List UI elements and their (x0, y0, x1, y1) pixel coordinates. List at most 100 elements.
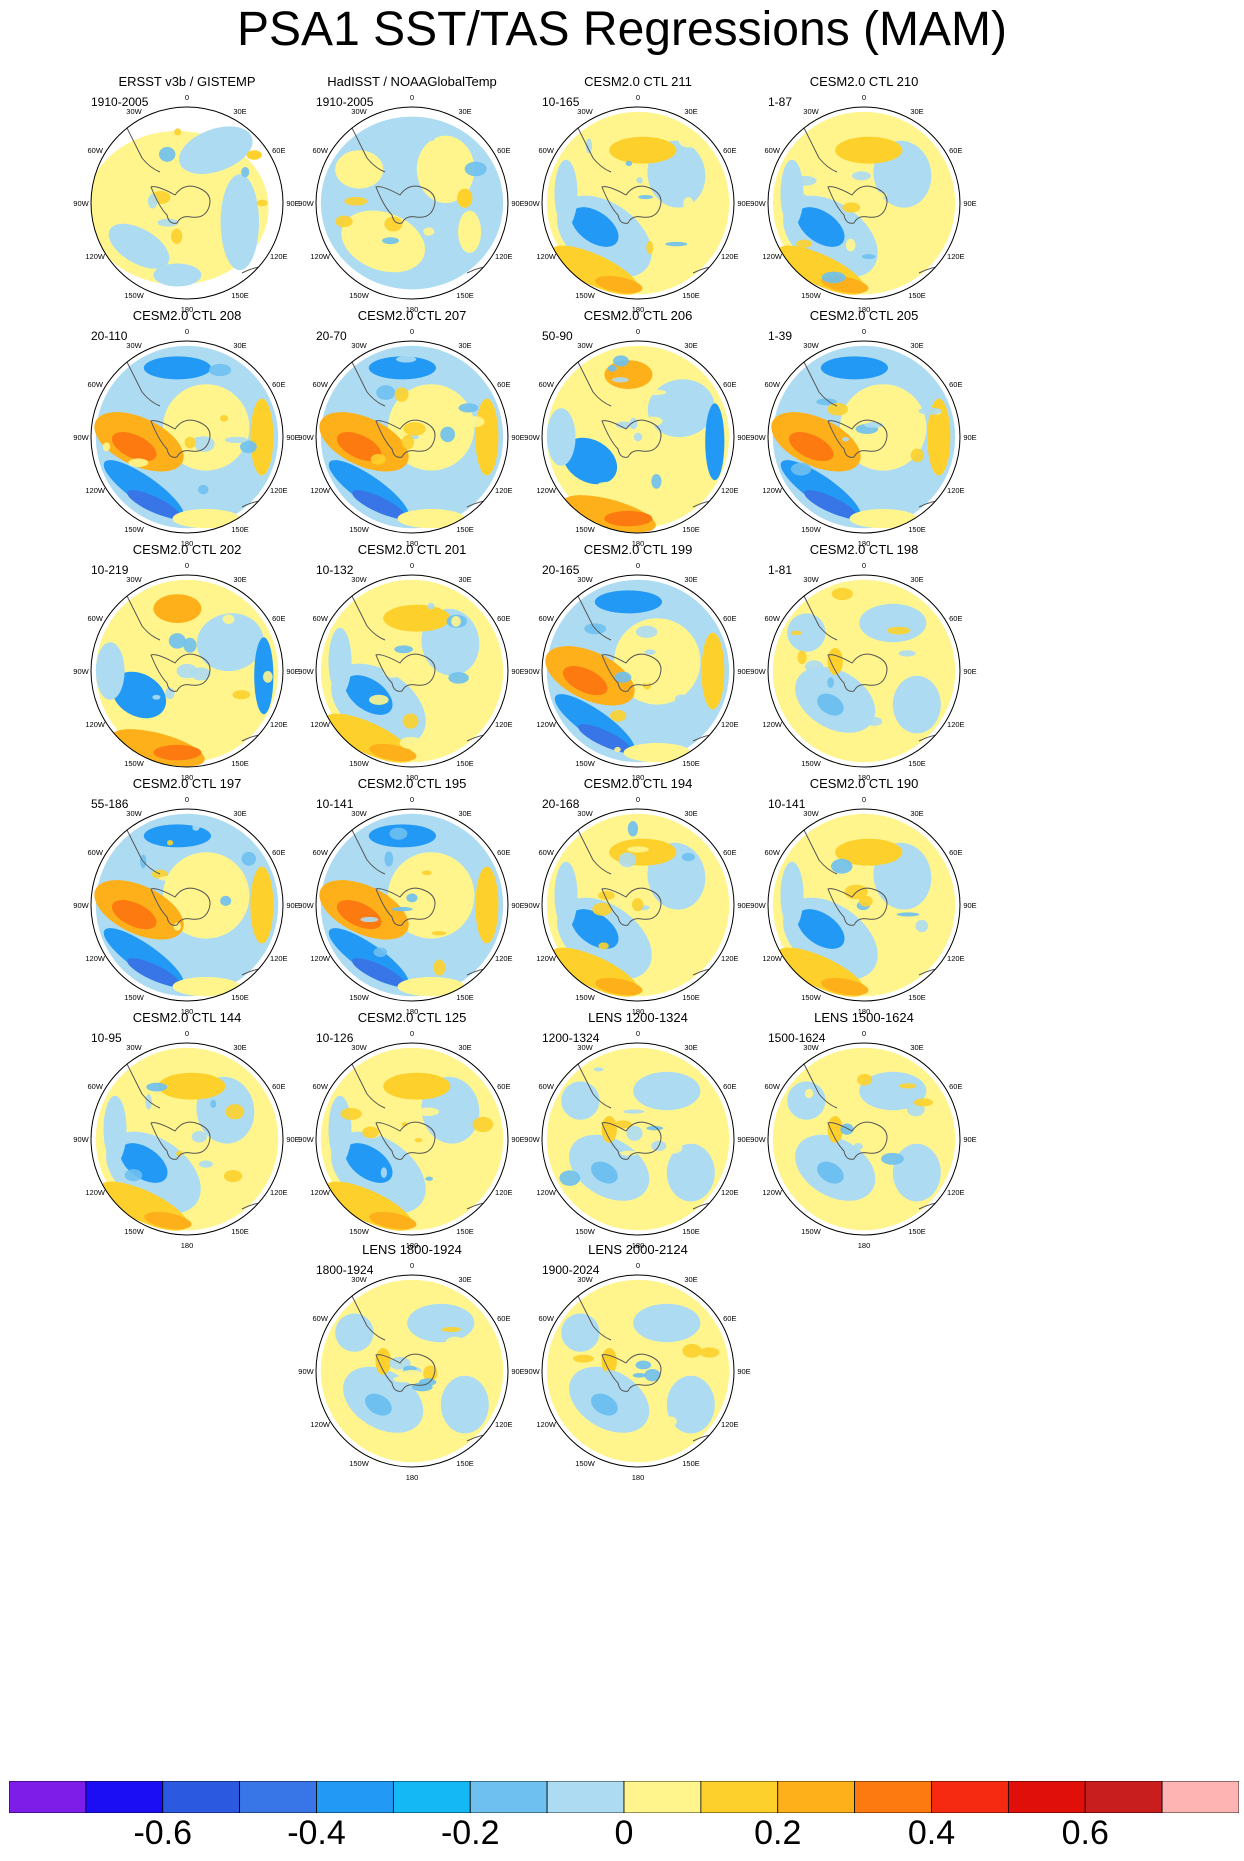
anomaly-region (423, 227, 435, 236)
anomaly-region (397, 201, 406, 218)
antarctica-coastline (827, 653, 888, 692)
longitude-label: 150W (124, 1227, 145, 1236)
anomaly-region (665, 241, 688, 247)
anomaly-region (407, 1303, 475, 1343)
australia-coastline (918, 1201, 958, 1229)
anomaly-region (788, 432, 834, 462)
longitude-label: 120W (310, 1188, 331, 1197)
longitude-label: 90W (524, 199, 540, 208)
anomaly-region (787, 1081, 826, 1120)
anomaly-region (817, 1161, 844, 1184)
anomaly-region (561, 1313, 600, 1352)
longitude-label: 0 (636, 561, 640, 570)
anomaly-region (830, 858, 853, 874)
longitude-label: 90W (298, 1367, 314, 1376)
longitude-label: 30E (233, 575, 246, 584)
map-border (767, 340, 961, 534)
longitude-label: 60W (87, 614, 103, 623)
anomaly-region (256, 199, 268, 207)
anomaly-region (633, 1303, 701, 1343)
anomaly-region (234, 650, 252, 665)
anomaly-region (562, 666, 608, 696)
anomaly-region (416, 1107, 440, 1117)
longitude-label: 180 (632, 539, 645, 548)
longitude-label: 60W (764, 380, 780, 389)
panel-period: 10-95 (91, 1031, 122, 1045)
longitude-label: 30E (684, 341, 697, 350)
longitude-label: 0 (410, 1029, 414, 1038)
anomaly-region (475, 866, 499, 944)
anomaly-region (457, 188, 473, 208)
longitude-label: 150E (908, 993, 926, 1002)
anomaly-region (796, 193, 809, 207)
anomaly-region (458, 403, 479, 413)
anomaly-region (360, 1118, 368, 1127)
anomaly-region (861, 659, 874, 671)
longitude-label: 150E (908, 525, 926, 534)
longitude-label: 120W (536, 486, 557, 495)
anomaly-region (898, 650, 916, 657)
longitude-label: 60W (312, 1082, 328, 1091)
panel-period: 10-165 (542, 95, 580, 109)
longitude-label: 30W (803, 107, 819, 116)
map-border (541, 1042, 735, 1236)
antarctica-coastline (150, 185, 211, 224)
anomaly-region (627, 820, 639, 837)
longitude-label: 30W (577, 107, 593, 116)
panel-title: CESM2.0 CTL 195 (358, 776, 467, 791)
anomaly-region (853, 257, 876, 267)
anomaly-region (869, 192, 887, 198)
anomaly-region (796, 239, 813, 248)
longitude-label: 150W (575, 1459, 596, 1468)
anomaly-region (821, 271, 846, 284)
longitude-label: 120E (270, 1188, 288, 1197)
panel-title: CESM2.0 CTL 202 (133, 542, 242, 557)
anomaly-region (636, 177, 643, 185)
longitude-label: 90W (298, 199, 314, 208)
anomaly-region (369, 743, 417, 762)
anomaly-region (835, 136, 903, 164)
antarctica-coastline (601, 887, 662, 926)
longitude-label: 180 (406, 539, 419, 548)
longitude-label: 30E (910, 1043, 923, 1052)
anomaly-region (165, 687, 175, 700)
longitude-label: 180 (181, 773, 194, 782)
south-america-coastline (572, 819, 612, 875)
anomaly-region (609, 136, 677, 164)
anomaly-region (644, 1368, 661, 1382)
map-border (541, 1274, 735, 1468)
longitude-label: 120W (762, 486, 783, 495)
longitude-label: 150E (682, 291, 700, 300)
longitude-label: 60W (87, 848, 103, 857)
south-america-coastline (121, 819, 161, 875)
anomaly-region (595, 977, 643, 996)
longitude-label: 60E (272, 848, 285, 857)
anomaly-region (466, 416, 485, 428)
anomaly-region (633, 432, 643, 442)
longitude-label: 60E (272, 146, 285, 155)
longitude-label: 180 (181, 1241, 194, 1250)
antarctica-coastline (601, 653, 662, 692)
longitude-label: 90W (750, 1135, 766, 1144)
longitude-label: 90E (737, 433, 750, 442)
anomaly-region (666, 1375, 715, 1434)
longitude-label: 0 (862, 327, 866, 336)
anomaly-region (127, 958, 180, 987)
panel-period: 10-132 (316, 563, 354, 577)
longitude-label: 60E (272, 614, 285, 623)
panel-period: 1500-1624 (768, 1031, 826, 1045)
colorbar-tick-label: -0.4 (287, 1814, 346, 1852)
longitude-label: 180 (632, 1007, 645, 1016)
longitude-label: 60E (272, 380, 285, 389)
colorbar-swatch (700, 1781, 779, 1813)
map-panel: 0 30E 60E 90E 120E 150E 180 150W 120W 90W 60W 30W CE… (73, 308, 299, 548)
south-america-coastline (121, 585, 161, 641)
anomaly-region (835, 838, 903, 866)
south-america-coastline (346, 117, 386, 173)
panel-period: 10-141 (768, 797, 806, 811)
australia-coastline (466, 265, 506, 293)
longitude-label: 90E (963, 433, 976, 442)
anomaly-region (597, 481, 620, 488)
longitude-label: 150E (682, 1459, 700, 1468)
colorbar-swatch (9, 1781, 87, 1813)
